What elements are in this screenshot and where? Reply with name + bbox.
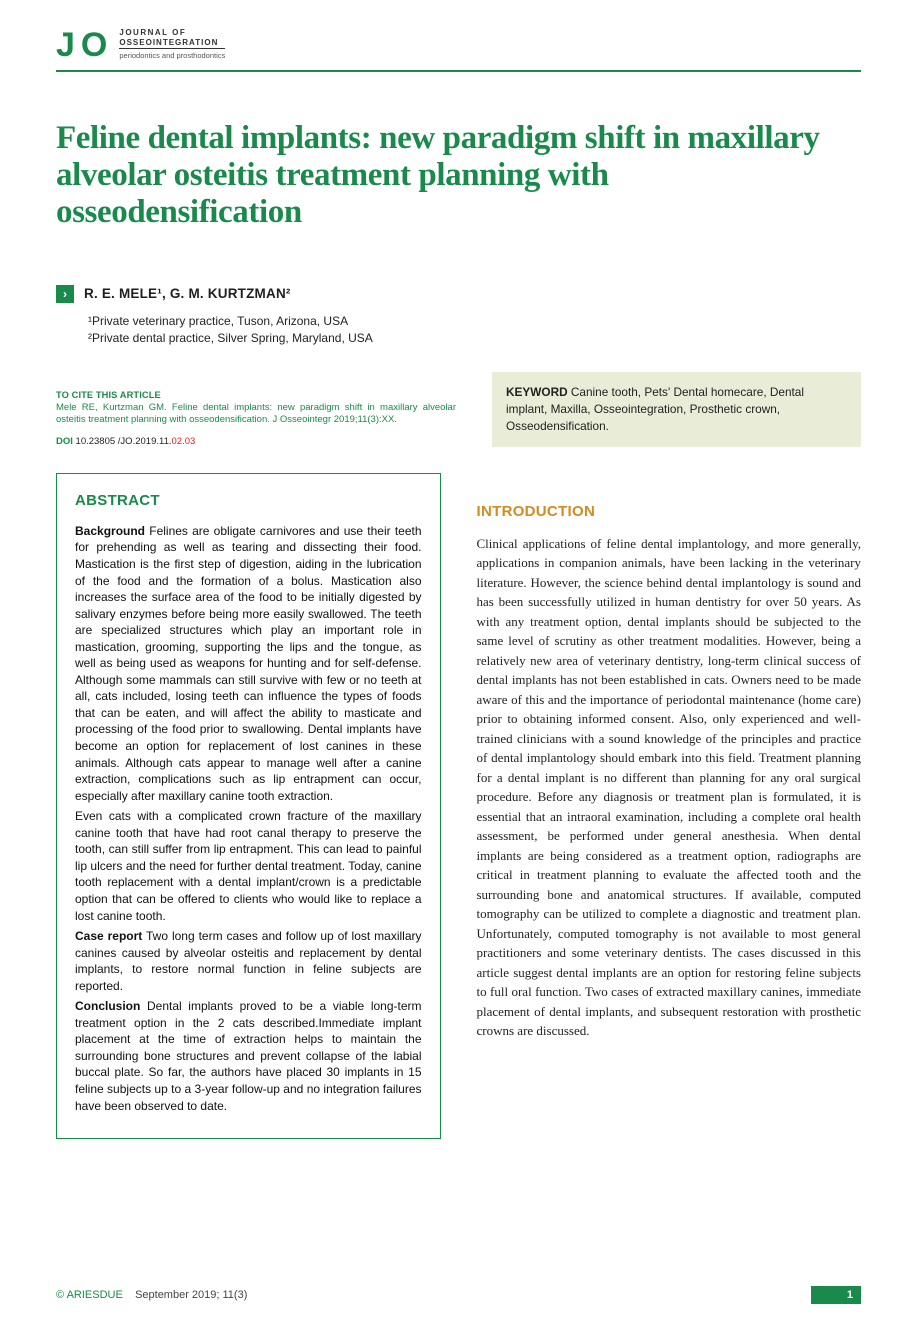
abs-mid-para: Even cats with a complicated crown fract…: [75, 808, 422, 924]
affiliations: ¹Private veterinary practice, Tuson, Ari…: [88, 313, 861, 348]
citation-block: TO CITE THIS ARTICLE Mele RE, Kurtzman G…: [56, 390, 456, 447]
issue-info: September 2019; 11(3): [135, 1289, 247, 1301]
publisher-name: ARIESDUE: [67, 1289, 123, 1301]
right-column: INTRODUCTION Clinical applications of fe…: [477, 473, 862, 1139]
footer-left: © ARIESDUE September 2019; 11(3): [56, 1289, 247, 1301]
affiliation-2: ²Private dental practice, Silver Spring,…: [88, 330, 861, 347]
metadata-row: TO CITE THIS ARTICLE Mele RE, Kurtzman G…: [56, 372, 861, 447]
copyright-symbol: ©: [56, 1289, 64, 1301]
left-column: ABSTRACT Background Felines are obligate…: [56, 473, 441, 1139]
abs-conclusion-label: Conclusion: [75, 999, 140, 1013]
chevron-icon: ›: [56, 285, 74, 303]
journal-header: JO JOURNAL OF OSSEOINTEGRATION periodont…: [56, 28, 861, 62]
abstract-body: Background Felines are obligate carnivor…: [75, 523, 422, 1114]
doi-value-plain: 10.23805 /JO.2019.11.: [76, 436, 172, 447]
journal-title-block: JOURNAL OF OSSEOINTEGRATION periodontics…: [119, 28, 225, 60]
author-names: R. E. MELE¹, G. M. KURTZMAN²: [84, 286, 291, 301]
keywords-label: KEYWORD: [506, 385, 568, 399]
body-columns: ABSTRACT Background Felines are obligate…: [56, 473, 861, 1139]
article-page: JO JOURNAL OF OSSEOINTEGRATION periodont…: [0, 0, 917, 1322]
abs-conclusion-text: Dental implants proved to be a viable lo…: [75, 999, 422, 1112]
introduction-heading: INTRODUCTION: [477, 503, 862, 520]
doi-value-red: 02.03: [172, 436, 196, 447]
abs-background-text: Felines are obligate carnivores and use …: [75, 524, 422, 803]
abs-background-label: Background: [75, 524, 145, 538]
authors-row: › R. E. MELE¹, G. M. KURTZMAN²: [56, 285, 861, 303]
logo-letter-j: J: [56, 28, 75, 62]
doi-line: DOI 10.23805 /JO.2019.11.02.03: [56, 436, 456, 447]
header-rule: [56, 70, 861, 72]
journal-logo: JO JOURNAL OF OSSEOINTEGRATION periodont…: [56, 28, 225, 62]
logo-letter-o: O: [81, 28, 107, 62]
article-title: Feline dental implants: new paradigm shi…: [56, 120, 861, 231]
doi-label: DOI: [56, 436, 73, 447]
affiliation-1: ¹Private veterinary practice, Tuson, Ari…: [88, 313, 861, 330]
journal-line1: JOURNAL OF: [119, 28, 225, 37]
page-number-badge: 1: [811, 1286, 861, 1304]
page-footer: © ARIESDUE September 2019; 11(3) 1: [56, 1286, 861, 1304]
journal-line3: periodontics and prosthodontics: [119, 51, 225, 60]
keywords-box: KEYWORD Canine tooth, Pets' Dental homec…: [492, 372, 861, 447]
page-number: 1: [847, 1289, 853, 1301]
cite-text: Mele RE, Kurtzman GM. Feline dental impl…: [56, 402, 456, 426]
abs-case-label: Case report: [75, 929, 142, 943]
journal-line2: OSSEOINTEGRATION: [119, 38, 225, 49]
cite-label: TO CITE THIS ARTICLE: [56, 390, 456, 400]
introduction-body: Clinical applications of feline dental i…: [477, 534, 862, 1041]
abstract-box: ABSTRACT Background Felines are obligate…: [56, 473, 441, 1139]
abstract-heading: ABSTRACT: [75, 492, 422, 509]
